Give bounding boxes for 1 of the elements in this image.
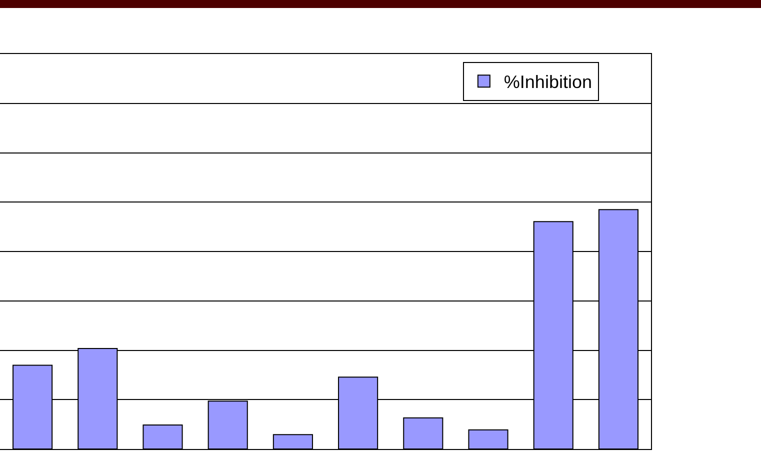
legend-label: %Inhibition [504, 72, 592, 92]
